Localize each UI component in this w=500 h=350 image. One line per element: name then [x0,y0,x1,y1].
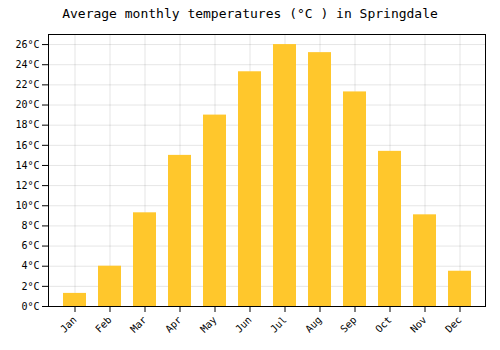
svg-text:10°C: 10°C [15,200,39,211]
svg-text:Feb: Feb [93,314,114,335]
svg-text:2°C: 2°C [21,281,39,292]
svg-text:Dec: Dec [443,314,464,335]
svg-text:18°C: 18°C [15,119,39,130]
svg-text:Oct: Oct [373,314,394,335]
svg-text:6°C: 6°C [21,240,39,251]
svg-text:Sep: Sep [338,314,359,335]
svg-text:4°C: 4°C [21,260,39,271]
html-text:Average monthly temperatures (: Average monthly temperatures (°C ) in Sp… [62,6,438,21]
svg-text:12°C: 12°C [15,180,39,191]
svg-text:Jul: Jul [268,314,289,335]
svg-text:26°C: 26°C [15,39,39,50]
svg-text:22°C: 22°C [15,79,39,90]
svg-text:8°C: 8°C [21,220,39,231]
svg-text:Apr: Apr [163,314,184,335]
svg-text:24°C: 24°C [15,59,39,70]
svg-text:0°C: 0°C [21,301,39,312]
svg-text:16°C: 16°C [15,140,39,151]
svg-text:Jun: Jun [233,314,254,335]
svg-text:Mar: Mar [128,314,149,335]
svg-text:20°C: 20°C [15,99,39,110]
svg-text:Jan: Jan [58,314,79,335]
svg-text:Nov: Nov [408,314,429,335]
svg-text:Aug: Aug [303,314,324,335]
svg-text:14°C: 14°C [15,160,39,171]
svg-text:May: May [198,314,219,335]
